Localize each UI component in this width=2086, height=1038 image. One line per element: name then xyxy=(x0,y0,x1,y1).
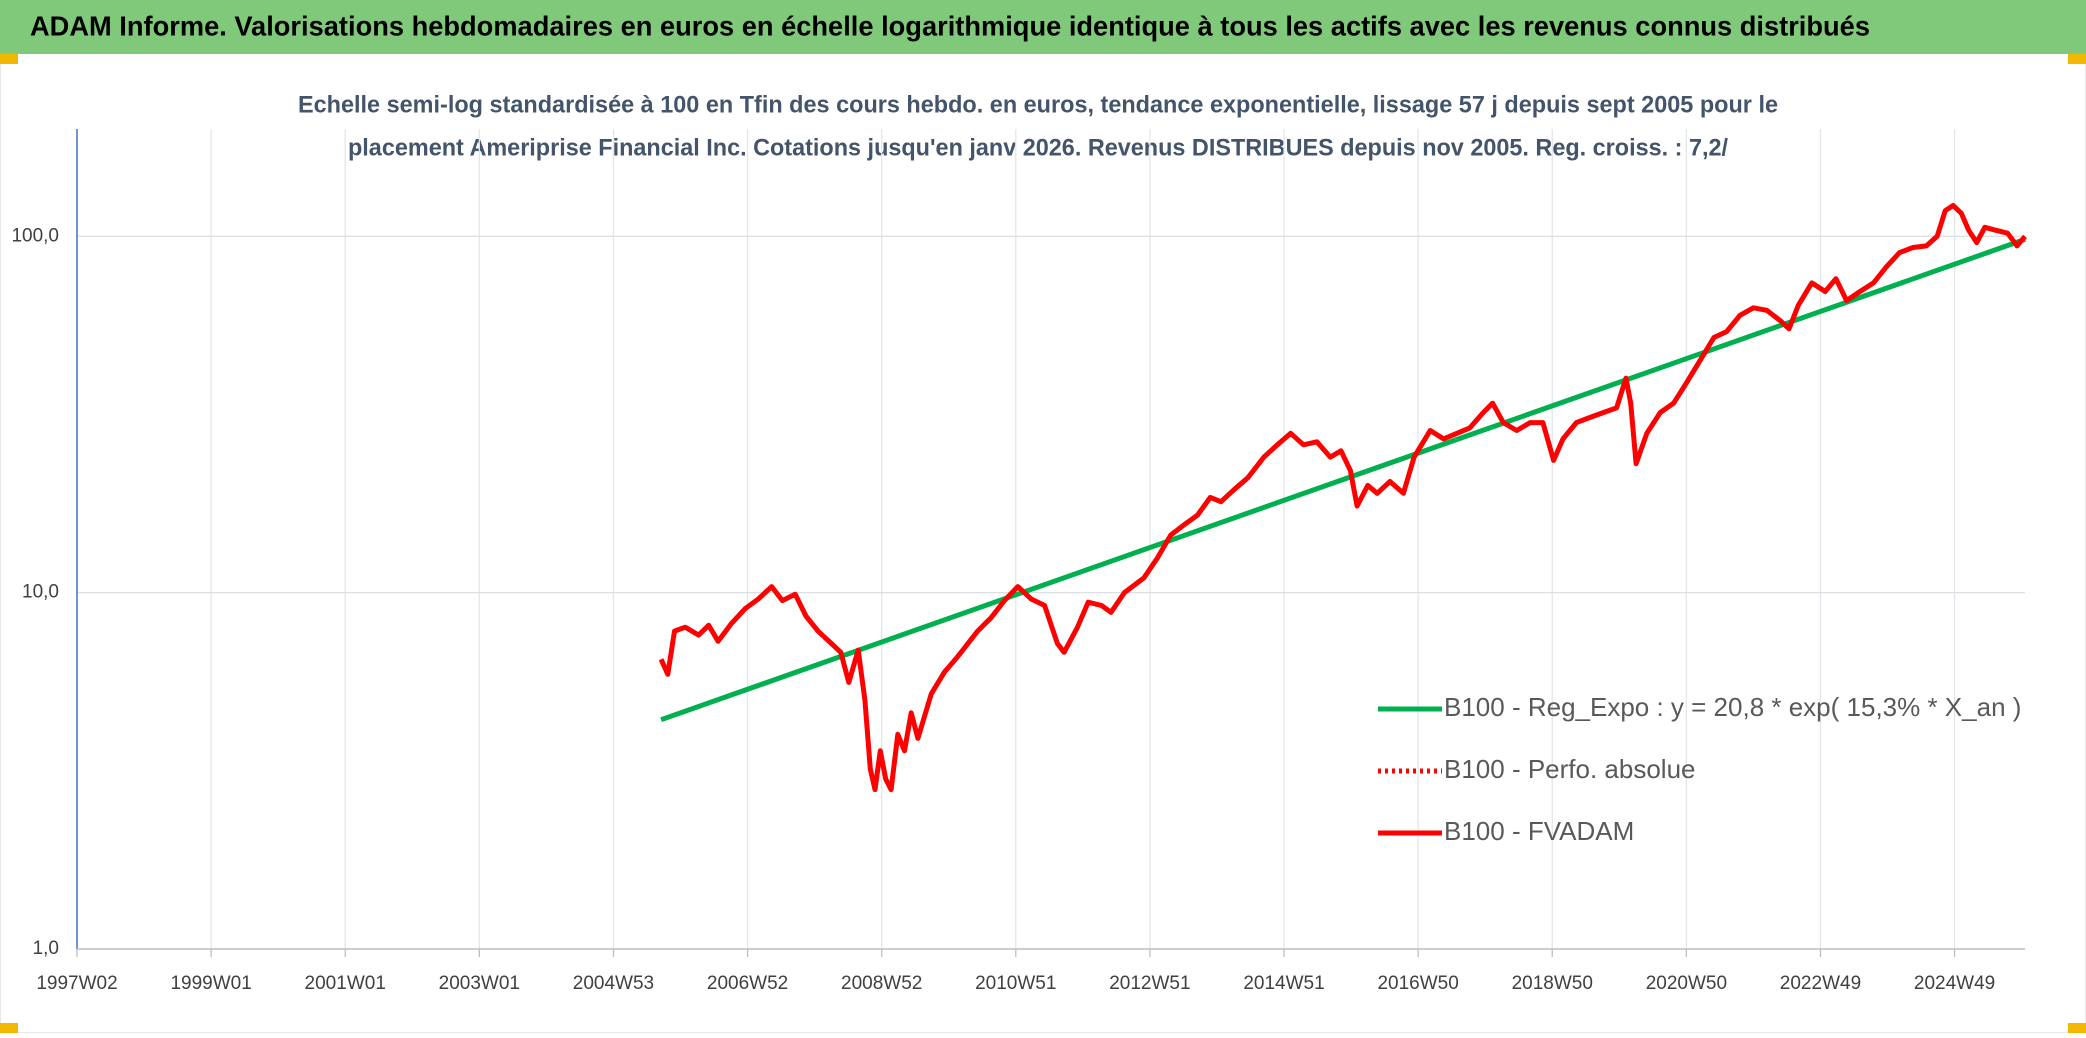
series-line xyxy=(660,237,2026,723)
corner xyxy=(0,54,18,64)
corner xyxy=(2068,1023,2086,1033)
x-tick-label: 2008W52 xyxy=(841,973,922,994)
corner xyxy=(2068,54,2086,64)
legend-label: B100 - Reg_Expo : y = 20,8 * exp( 15,3% … xyxy=(1444,692,2021,722)
chart-title: placement Ameriprise Financial Inc. Cota… xyxy=(348,134,1728,161)
x-tick-label: 1997W02 xyxy=(36,973,117,994)
x-tick-label: 2010W51 xyxy=(975,973,1056,994)
x-tick-label: 2003W01 xyxy=(439,973,520,994)
x-tick-label: 2022W49 xyxy=(1780,973,1861,994)
x-tick-label: 2014W51 xyxy=(1243,973,1324,994)
x-tick-label: 2024W49 xyxy=(1914,973,1995,994)
x-tick-label: 2001W01 xyxy=(305,973,386,994)
legend-label: B100 - FVADAM xyxy=(1444,816,1634,846)
y-tick-label: 100,0 xyxy=(11,225,59,246)
x-tick-label: 2012W51 xyxy=(1109,973,1190,994)
y-tick-label: 1,0 xyxy=(33,938,59,959)
header-title: ADAM Informe. Valorisations hebdomadaire… xyxy=(30,10,1870,41)
y-tick-label: 10,0 xyxy=(22,582,59,603)
x-tick-label: 1999W01 xyxy=(170,973,251,994)
x-tick-label: 2016W50 xyxy=(1377,973,1458,994)
header-bar xyxy=(0,0,2086,54)
series-line xyxy=(658,203,2027,793)
legend-label: B100 - Perfo. absolue xyxy=(1444,754,1696,784)
x-tick-label: 2006W52 xyxy=(707,973,788,994)
x-tick-label: 2020W50 xyxy=(1646,973,1727,994)
corner xyxy=(0,1023,18,1033)
x-tick-label: 2018W50 xyxy=(1512,973,1593,994)
chart-title: Echelle semi-log standardisée à 100 en T… xyxy=(298,91,1778,118)
x-tick-label: 2004W53 xyxy=(573,973,654,994)
